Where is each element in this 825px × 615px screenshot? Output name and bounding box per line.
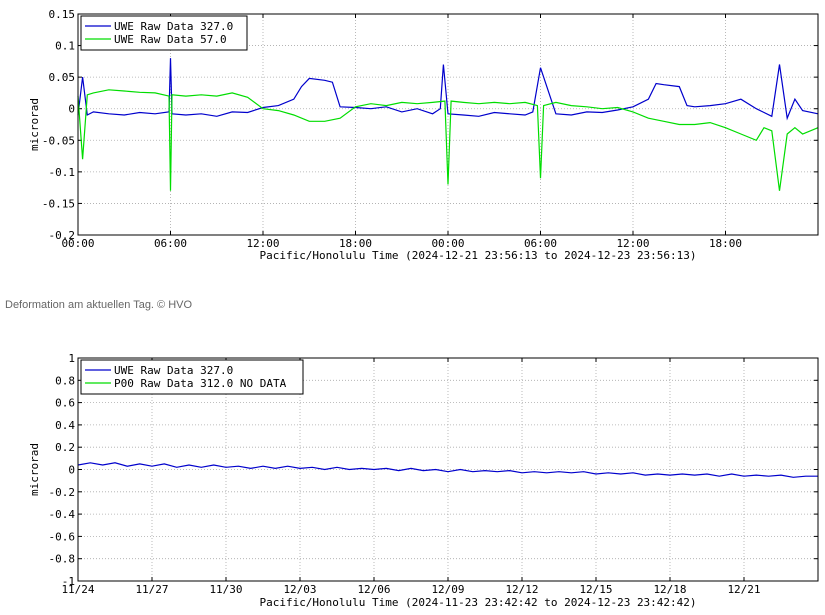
series-line-0 <box>77 58 819 121</box>
x-tick-label: 06:00 <box>154 237 187 250</box>
y-tick-label: 1 <box>68 352 75 365</box>
x-tick-label: 18:00 <box>709 237 742 250</box>
x-tick-label: 12/18 <box>653 583 686 596</box>
x-tick-label: 12:00 <box>246 237 279 250</box>
legend-box <box>80 359 304 395</box>
x-tick-label: 12/06 <box>357 583 390 596</box>
x-tick-label: 11/24 <box>61 583 94 596</box>
y-tick-label: -0.15 <box>42 197 75 210</box>
y-tick-label: -0.1 <box>49 166 76 179</box>
y-tick-label: 0.15 <box>49 8 76 21</box>
y-tick-label: 0.2 <box>55 441 75 454</box>
image-caption: Deformation am aktuellen Tag. © HVO <box>5 299 193 311</box>
plot-frame <box>77 357 819 582</box>
legend-label-0: UWE Raw Data 327.0 <box>114 364 233 377</box>
legend-label-0: UWE Raw Data 327.0 <box>114 20 233 33</box>
uwe-month-plot: 1 0.8 0.6 0.4 0.2 0 -0.2 -0.4 -0.6 -0.8 -1 11/24 11/… <box>0 348 825 611</box>
x-tick-label: 12/15 <box>579 583 612 596</box>
y-tick-label: 0 <box>68 103 75 116</box>
y-tick-label: -0.2 <box>49 486 76 499</box>
y-tick-label: 0 <box>68 464 75 477</box>
y-tick-label: 0.1 <box>55 40 75 53</box>
y-tick-label: -0.8 <box>49 553 76 566</box>
y-tick-label: 0.6 <box>55 397 75 410</box>
y-axis-label: microrad <box>28 443 41 496</box>
uwe-day-chart: 0.150.10.050-0.05-0.1-0.15-0.200:00 06:00… <box>28 8 819 262</box>
y-tick-label: -0.2 <box>49 229 76 242</box>
x-tick-label: 11/27 <box>135 583 168 596</box>
y-tick-label: -0.6 <box>49 530 76 543</box>
legend-box <box>80 15 248 51</box>
x-tick-label: 06:00 <box>524 237 557 250</box>
plot-frame <box>77 13 819 236</box>
y-tick-label: 0.4 <box>55 419 75 432</box>
x-tick-label: 12/03 <box>283 583 316 596</box>
series-line-0 <box>77 462 818 478</box>
y-tick-label: 0.05 <box>49 71 76 84</box>
legend-label-1: P00 Raw Data 312.0 NO DATA <box>114 377 287 390</box>
x-tick-label: 12/12 <box>505 583 538 596</box>
y-tick-label: -0.05 <box>42 134 75 147</box>
x-tick-label: 12/09 <box>431 583 464 596</box>
y-tick-label: -1 <box>62 575 75 588</box>
series-line-1 <box>77 89 819 191</box>
uwe-day-plot: 0.15 0.1 0.05 0 -0.05 -0.1 -0.15 -0.2 00:00 06:00… <box>0 0 825 270</box>
x-tick-label: 12:00 <box>616 237 649 250</box>
x-axis-label: Pacific/Honolulu Time (2024-11-23 23:42:… <box>259 596 696 609</box>
x-tick-label: 18:00 <box>339 237 372 250</box>
x-tick-label: 00:00 <box>431 237 464 250</box>
y-tick-label: 0.8 <box>55 374 75 387</box>
x-tick-label: 11/30 <box>209 583 242 596</box>
uwe-month-chart: 1 0.8 0.6 0.4 0.2 0 -0.2 -0.4 -0.6 -0.8 -111/24 11/… <box>28 352 819 609</box>
y-tick-label: -0.4 <box>49 508 76 521</box>
x-tick-label: 00:00 <box>61 237 94 250</box>
legend-label-1: UWE Raw Data 57.0 <box>114 33 227 46</box>
x-axis-label: Pacific/Honolulu Time (2024-12-21 23:56:… <box>259 249 696 262</box>
x-tick-label: 12/21 <box>727 583 760 596</box>
y-axis-label: microrad <box>28 98 41 151</box>
